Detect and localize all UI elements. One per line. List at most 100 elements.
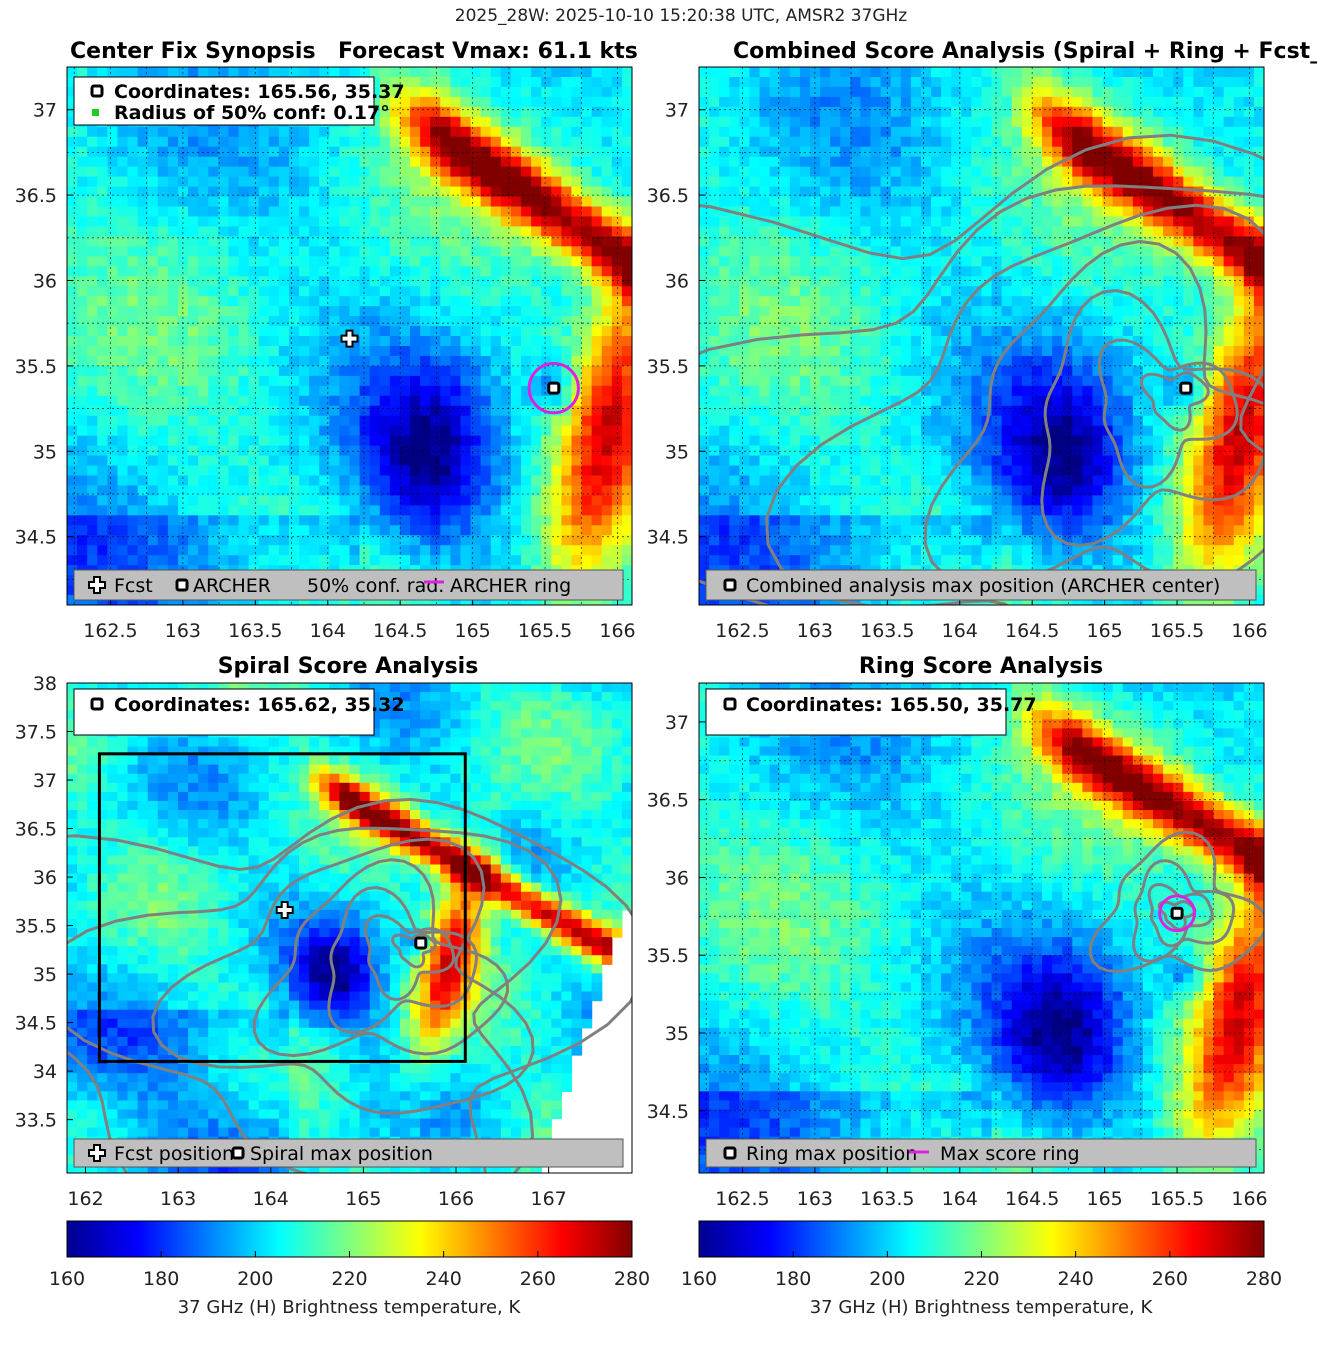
y-tick-label: 37 xyxy=(33,770,57,792)
x-tick-label: 164.5 xyxy=(1005,1188,1059,1210)
y-tick-label: 35 xyxy=(665,441,689,463)
colorbar-tick-label: 220 xyxy=(963,1268,999,1290)
info-coordinates: Coordinates: 165.50, 35.77 xyxy=(746,694,1037,716)
panel-ring-score: Ring Score Analysis 162.5 163 163.5 164 164.… xyxy=(647,654,1268,1210)
legend-spiral: Spiral max position xyxy=(250,1143,433,1165)
score-contours xyxy=(1088,830,1264,974)
y-tick-label: 37 xyxy=(665,712,689,734)
x-tick-label: 165 xyxy=(345,1188,381,1210)
fcst-marker xyxy=(275,901,294,919)
y-tick-label: 37 xyxy=(33,100,57,122)
panel-combined-score: Combined Score Analysis (Spiral + Ring +… xyxy=(647,39,1317,642)
y-tick-label: 35 xyxy=(33,441,57,463)
legend-box: Fcst ARCHER 50% conf. rad. ARCHER ring xyxy=(73,569,624,601)
x-tick-label: 165 xyxy=(1087,1188,1123,1210)
colorbar-tick-label: 260 xyxy=(520,1268,556,1290)
legend-box: Fcst position Spiral max position xyxy=(73,1138,624,1168)
score-contours xyxy=(699,133,1264,605)
y-tick-label: 35.5 xyxy=(15,916,57,938)
archer-ring xyxy=(1158,894,1196,933)
y-tick-label: 36.5 xyxy=(15,185,57,207)
x-tick-label: 166 xyxy=(438,1188,474,1210)
y-tick-label: 36.5 xyxy=(647,790,689,812)
info-coordinates: Coordinates: 165.62, 35.32 xyxy=(114,694,405,716)
x-tick-label: 165 xyxy=(1087,620,1123,642)
x-tick-label: 164.5 xyxy=(1005,620,1059,642)
info-box: Coordinates: 165.56, 35.37 Radius of 50%… xyxy=(73,76,405,126)
info-coordinates: Coordinates: 165.56, 35.37 xyxy=(114,81,405,103)
y-tick-label: 34.5 xyxy=(15,527,57,549)
y-tick-label: 37.5 xyxy=(15,722,57,744)
y-tick-label: 35.5 xyxy=(15,356,57,378)
panel-spiral-score: Spiral Score Analysis 162 163 164 165 166 167… xyxy=(15,654,633,1210)
archer-ring xyxy=(527,361,580,415)
y-tick-label: 33.5 xyxy=(15,1110,57,1132)
cross-marker-icon xyxy=(88,1144,106,1162)
x-tick-label: 162.5 xyxy=(715,620,769,642)
legend-ring-max: Ring max position xyxy=(746,1143,917,1165)
legend-ring: ARCHER ring xyxy=(450,575,571,597)
x-tick-label: 164 xyxy=(942,1188,978,1210)
y-tick-label: 36 xyxy=(665,270,689,292)
y-tick-label: 35.5 xyxy=(647,945,689,967)
legend-conf: 50% conf. rad. xyxy=(307,575,444,597)
plot-area xyxy=(698,682,1265,1174)
center-marker xyxy=(1170,906,1184,920)
x-tick-label: 165 xyxy=(455,620,491,642)
legend-fcst: Fcst position xyxy=(114,1143,234,1165)
legend-max-score-ring: Max score ring xyxy=(940,1143,1080,1165)
x-tick-label: 162.5 xyxy=(83,620,137,642)
panel-title: Spiral Score Analysis xyxy=(218,654,479,679)
x-tick-label: 165.5 xyxy=(1150,1188,1204,1210)
x-tick-label: 165.5 xyxy=(518,620,572,642)
panel-title: Ring Score Analysis xyxy=(859,654,1103,679)
square-marker-icon xyxy=(90,697,104,711)
y-tick-label: 35 xyxy=(665,1023,689,1045)
analysis-box xyxy=(97,752,467,1063)
x-tick-label: 167 xyxy=(531,1188,567,1210)
x-tick-label: 164.5 xyxy=(373,620,427,642)
panel-title: Combined Score Analysis (Spiral + Ring +… xyxy=(733,39,1317,64)
legend-combined: Combined analysis max position (ARCHER c… xyxy=(746,575,1220,597)
info-box: Coordinates: 165.50, 35.77 xyxy=(705,688,1037,736)
x-tick-label: 163 xyxy=(165,620,201,642)
x-tick-label: 162 xyxy=(67,1188,103,1210)
panel-center-fix-synopsis: Center Fix Synopsis Forecast Vmax: 61.1 … xyxy=(15,39,638,642)
colorbar-tick-label: 200 xyxy=(237,1268,273,1290)
x-tick-label: 166 xyxy=(599,620,635,642)
y-tick-label: 34.5 xyxy=(647,1101,689,1123)
cross-marker-icon xyxy=(88,576,106,594)
axes-frame xyxy=(66,66,633,606)
y-tick-label: 36.5 xyxy=(647,185,689,207)
square-marker-icon xyxy=(723,1146,737,1160)
colorbar-tick-label: 240 xyxy=(1058,1268,1094,1290)
y-tick-label: 36 xyxy=(33,867,57,889)
x-tick-label: 166 xyxy=(1231,1188,1267,1210)
colorbar-left: 160 180 200 220 240 260 280 37 GHz (H) Brightn… xyxy=(49,1220,650,1318)
colorbar-tick-label: 180 xyxy=(775,1268,811,1290)
figure-suptitle: 2025_28W: 2025-10-10 15:20:38 UTC, AMSR2… xyxy=(455,6,908,26)
y-tick-label: 38 xyxy=(33,673,57,695)
x-tick-label: 163 xyxy=(797,620,833,642)
plot-area xyxy=(698,66,1265,606)
colorbar-tick-label: 160 xyxy=(681,1268,717,1290)
fcst-marker xyxy=(340,329,359,348)
x-tick-label: 163.5 xyxy=(860,1188,914,1210)
info-radius: Radius of 50% conf: 0.17° xyxy=(114,102,390,124)
y-tick-label: 35 xyxy=(33,964,57,986)
x-tick-label: 164 xyxy=(253,1188,289,1210)
plot-area xyxy=(66,682,633,1174)
colorbar-tick-label: 280 xyxy=(614,1268,650,1290)
axes-frame xyxy=(698,682,1265,1174)
x-tick-label: 164 xyxy=(942,620,978,642)
x-tick-label: 166 xyxy=(1231,620,1267,642)
info-box: Coordinates: 165.62, 35.32 xyxy=(73,688,405,736)
colorbar-tick-label: 280 xyxy=(1246,1268,1282,1290)
colorbar-label: 37 GHz (H) Brightness temperature, K xyxy=(810,1297,1154,1318)
axis-ticks: 162.5 163 163.5 164 164.5 165 165.5 166 34.5 35 35… xyxy=(15,100,636,642)
colorbar-tick-label: 220 xyxy=(331,1268,367,1290)
square-marker-icon xyxy=(723,697,737,711)
colorbar-right: 160 180 200 220 240 260 280 37 GHz (H) Brightn… xyxy=(681,1220,1282,1318)
axes-frame xyxy=(698,66,1265,606)
x-tick-label: 165.5 xyxy=(1150,620,1204,642)
